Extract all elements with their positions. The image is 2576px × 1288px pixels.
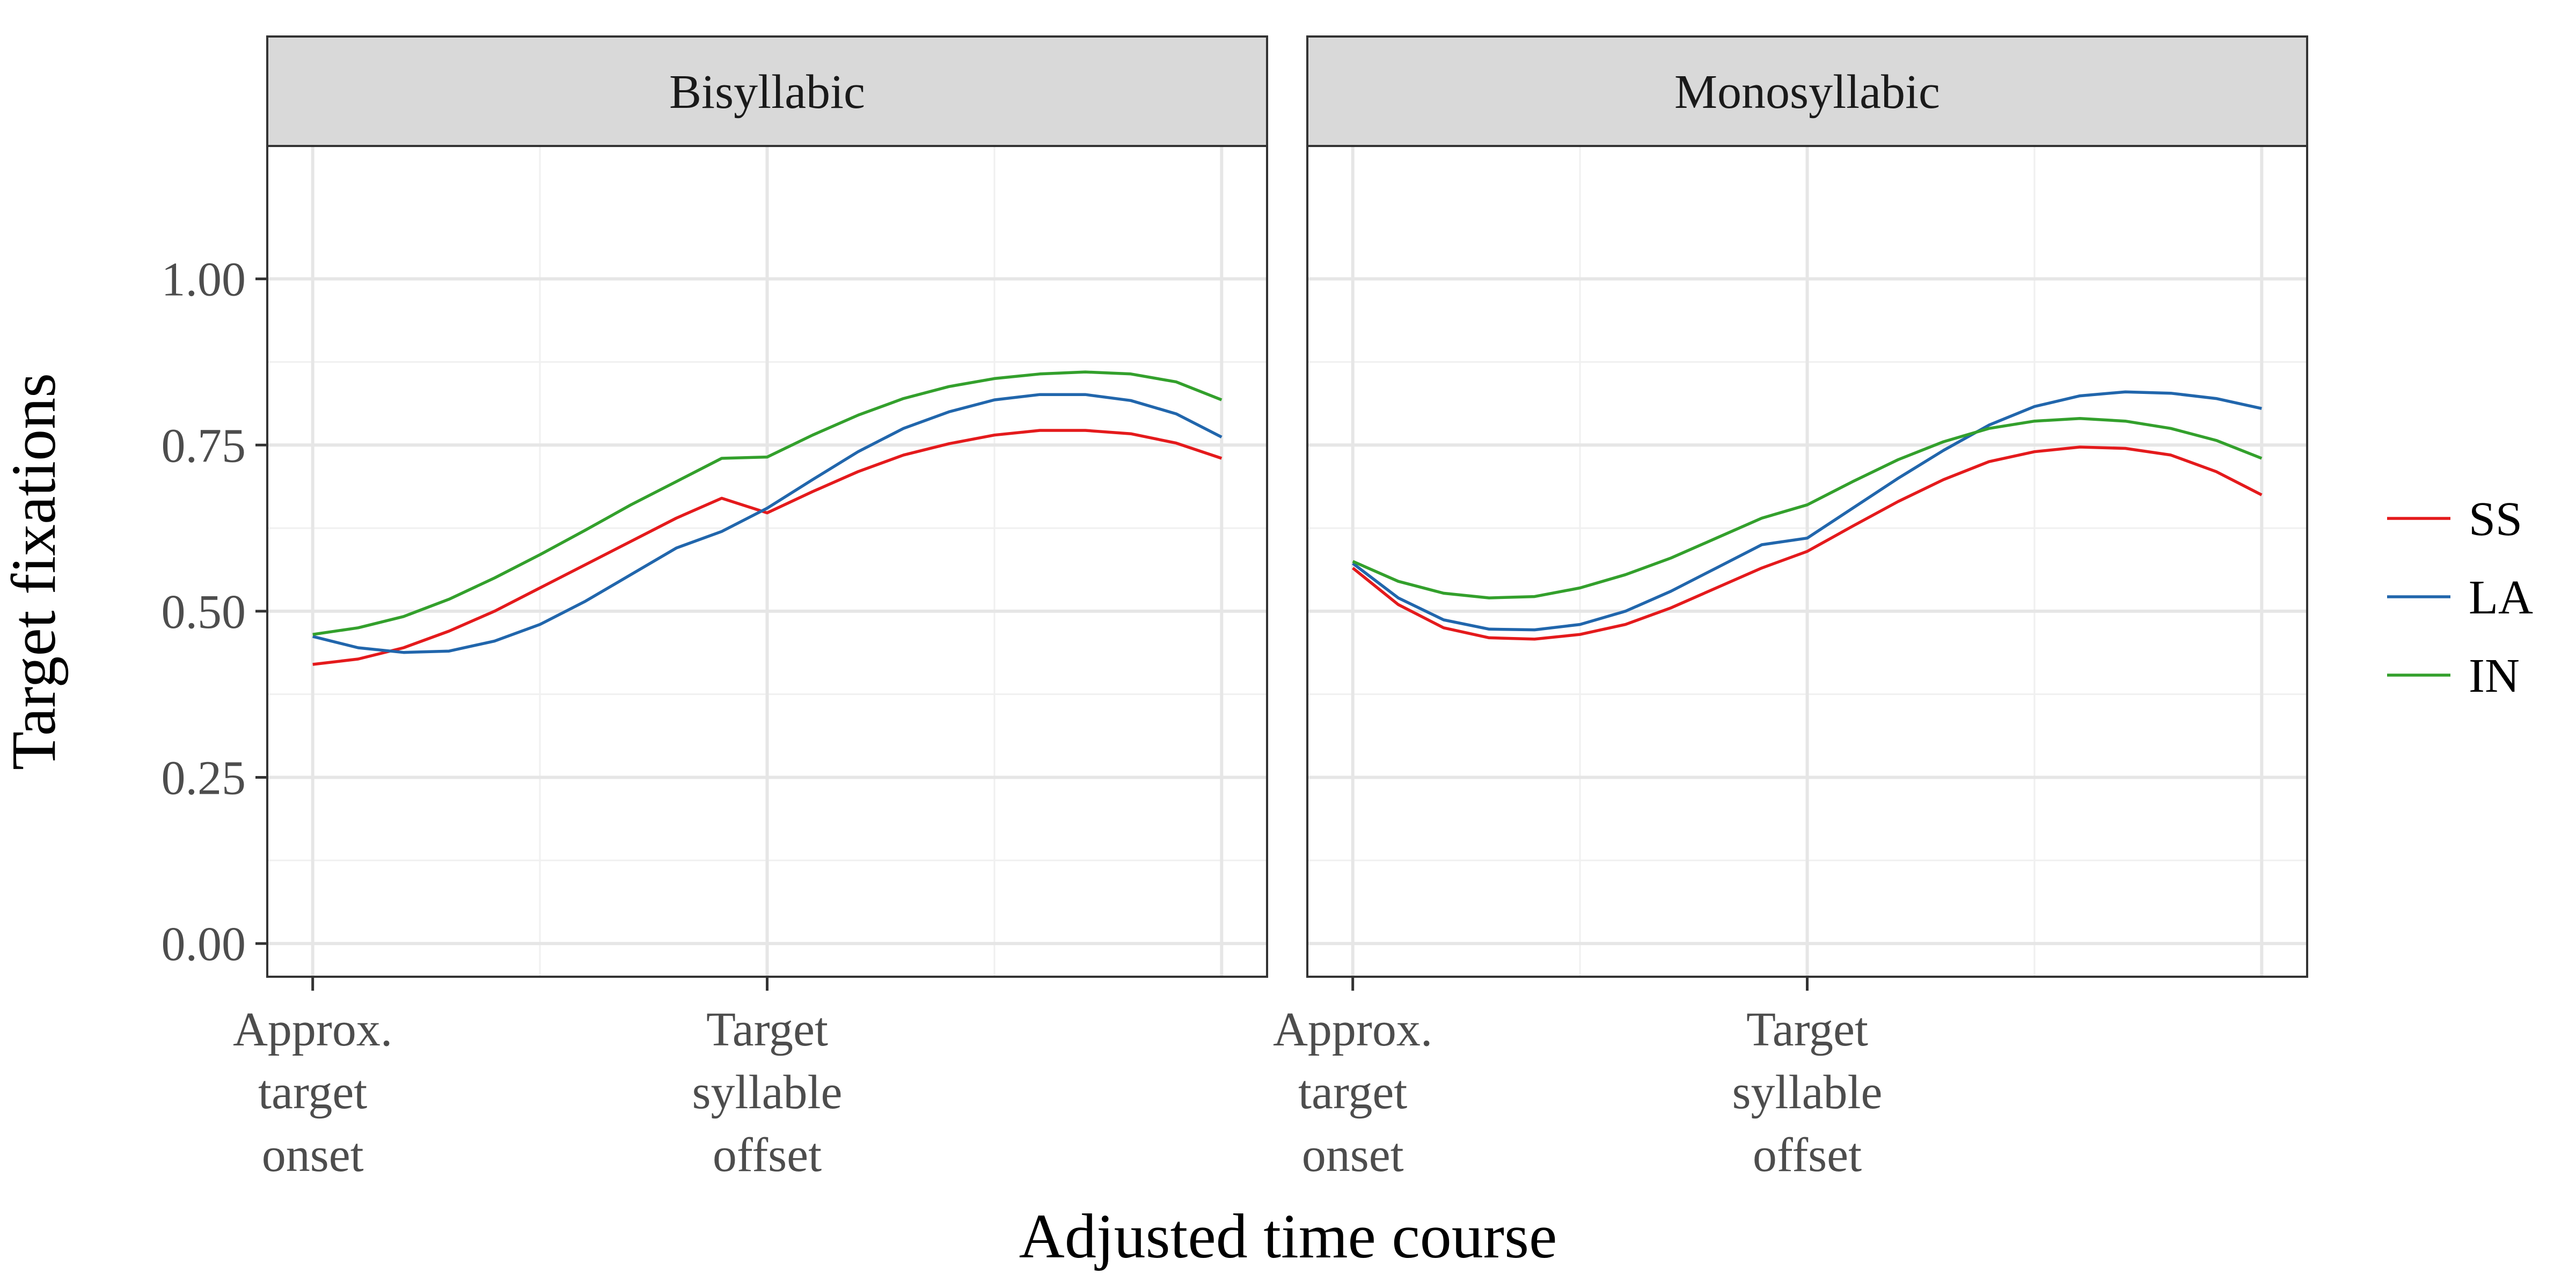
panel-bisyllabic: Bisyllabic Approx. target onset Target syllab… <box>233 35 1268 1182</box>
legend-item-ss: SS <box>2387 493 2522 546</box>
panel-title: Bisyllabic <box>669 65 865 119</box>
y-tick-label: 0.25 <box>162 751 246 804</box>
legend: SS LA IN <box>2387 493 2533 702</box>
series-line-in <box>1352 416 2263 599</box>
y-tick-label: 1.00 <box>162 253 246 306</box>
series-line-in <box>312 370 1223 636</box>
y-tick-label: 0.75 <box>162 419 246 472</box>
legend-item-in: IN <box>2387 649 2520 702</box>
y-tick-label: 0.00 <box>162 918 246 971</box>
panel-strip <box>1306 35 2308 147</box>
y-tick-label: 0.50 <box>162 586 246 639</box>
x-tick-label: Target syllable offset <box>1732 1003 1883 1182</box>
x-tick-label: Target syllable offset <box>692 1003 843 1182</box>
x-tick-label: Approx. target onset <box>233 1003 392 1182</box>
series-line-la <box>1352 390 2262 632</box>
x-axis-title: Adjusted time course <box>1019 1201 1557 1271</box>
series-line-ss <box>1351 445 2263 641</box>
x-tick-label: Approx. target onset <box>1273 1003 1432 1182</box>
legend-item-la: LA <box>2387 571 2533 624</box>
panel-title: Monosyllabic <box>1674 65 1940 119</box>
legend-label: SS <box>2469 493 2522 546</box>
panels-layer: Bisyllabic Approx. target onset Target syllab… <box>233 35 2308 1182</box>
y-axis-title: Target fixations <box>0 373 69 770</box>
panel-monosyllabic: Monosyllabic Approx. target onset Target syll… <box>1273 35 2308 1182</box>
y-axis: 0.00 0.25 0.50 0.75 1.00 <box>162 253 267 971</box>
legend-label: IN <box>2469 649 2520 702</box>
legend-label: LA <box>2469 571 2533 624</box>
series-line-ss <box>312 429 1223 666</box>
panel-strip <box>266 35 1268 147</box>
series-line-la <box>312 393 1223 654</box>
